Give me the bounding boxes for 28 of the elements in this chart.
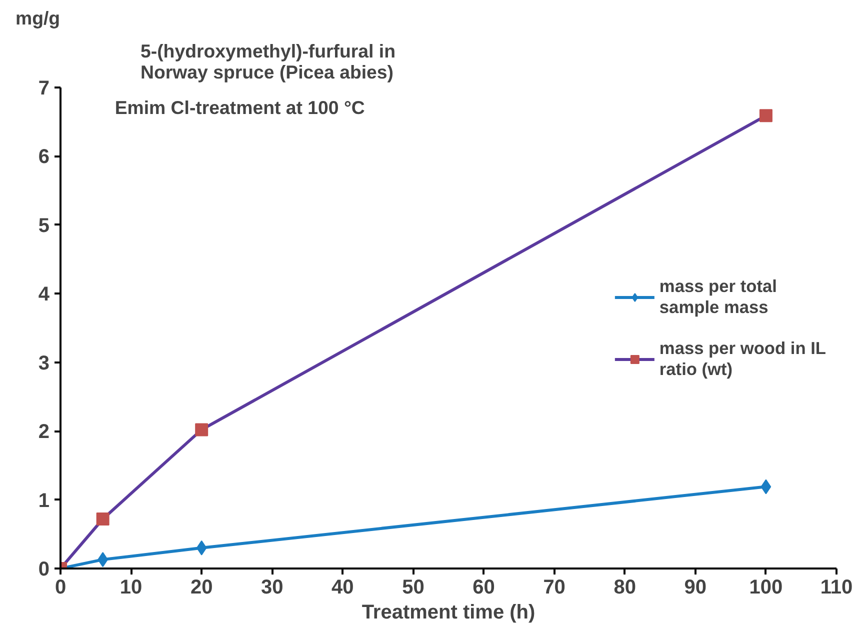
x-tick-label: 0 [54,576,66,598]
annotation: Emim Cl-treatment at 100 °C [114,97,365,118]
legend-label: mass per wood in IL ratio (wt) [659,338,826,380]
y-tick-label: 3 [38,352,50,374]
point [760,479,772,494]
y-tick-label: 0 [38,558,50,580]
legend-label: mass per total sample mass [659,276,777,318]
x-tick-label: 40 [332,576,354,598]
x-tick-label: 80 [614,576,636,598]
x-tick-label: 50 [402,576,424,598]
x-axis-title: Treatment time (h) [362,602,536,624]
chart-title: 5-(hydroxymethyl)-furfural in Norway spruce (Picea abies) [140,40,396,82]
y-axis-title: mg/g [16,8,60,28]
y-tick-label: 4 [38,284,50,306]
x-tick-label: 20 [190,576,213,598]
y-tick-label: 1 [38,490,50,512]
x-tick-label: 60 [472,576,495,598]
x-tick-label: 110 [820,576,853,598]
x-tick-label: 30 [261,576,284,598]
y-tick-label: 6 [38,146,50,168]
x-tick-label: 70 [543,576,566,598]
y-tick-label: 5 [38,214,50,237]
y-tick-label: 2 [38,421,50,444]
x-tick-label: 90 [684,576,707,598]
x-tick-label: 10 [120,576,142,598]
point [196,540,207,556]
y-tick-label: 7 [38,78,50,100]
x-tick-label: 100 [749,576,783,598]
